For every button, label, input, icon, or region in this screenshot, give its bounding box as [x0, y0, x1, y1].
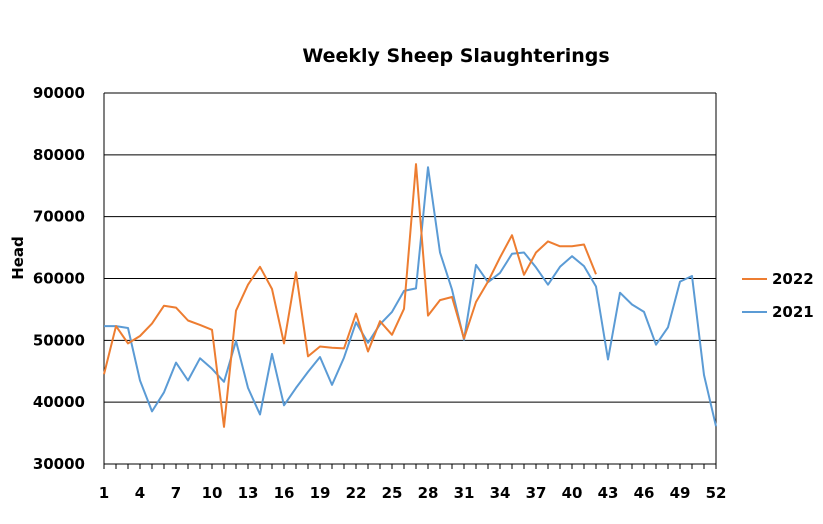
- series-line-2021: [104, 166, 717, 427]
- x-tick-label: 49: [670, 484, 691, 502]
- legend: 2022 2021: [742, 270, 814, 321]
- y-tick-label: 60000: [33, 270, 85, 288]
- x-tick-label: 22: [346, 484, 367, 502]
- gridlines: [103, 92, 717, 469]
- x-tick-label: 43: [598, 484, 619, 502]
- legend-label: 2022: [772, 270, 814, 288]
- x-tick-label: 1: [99, 484, 109, 502]
- y-tick-label: 80000: [33, 146, 85, 164]
- y-tick-label: 40000: [33, 393, 85, 411]
- x-tick-label: 40: [562, 484, 583, 502]
- y-axis-ticks: 30000 40000 50000 60000 70000 80000 90000: [33, 84, 85, 473]
- x-tick-label: 28: [418, 484, 439, 502]
- series-line-2022: [103, 163, 597, 428]
- x-tick-label: 52: [706, 484, 727, 502]
- x-tick-label: 19: [310, 484, 331, 502]
- y-tick-label: 50000: [33, 331, 85, 349]
- x-tick-label: 37: [526, 484, 547, 502]
- x-tick-label: 16: [274, 484, 295, 502]
- x-tick-label: 13: [238, 484, 259, 502]
- x-tick-label: 31: [454, 484, 475, 502]
- y-axis-label: Head: [9, 236, 27, 280]
- x-tick-label: 25: [382, 484, 403, 502]
- y-tick-label: 30000: [33, 455, 85, 473]
- series-lines: [103, 163, 717, 428]
- x-tick-label: 10: [202, 484, 223, 502]
- x-tick-label: 4: [135, 484, 145, 502]
- x-axis-ticks: 1 4 7 10 13 16 19 22 25 28 31 34 37 40 43 46 49 52: [99, 484, 727, 502]
- x-tick-label: 46: [634, 484, 655, 502]
- y-tick-label: 70000: [33, 208, 85, 226]
- chart-title: Weekly Sheep Slaughterings: [302, 45, 609, 67]
- y-tick-label: 90000: [33, 84, 85, 102]
- x-tick-label: 34: [490, 484, 511, 502]
- x-tick-label: 7: [171, 484, 181, 502]
- legend-label: 2021: [772, 303, 814, 321]
